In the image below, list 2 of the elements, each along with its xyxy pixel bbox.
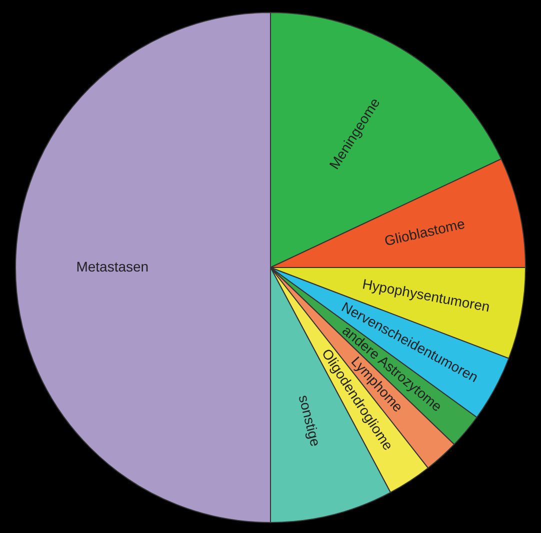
slice-label: sonstige: [296, 393, 324, 448]
slice-label: Metastasen: [76, 258, 149, 274]
